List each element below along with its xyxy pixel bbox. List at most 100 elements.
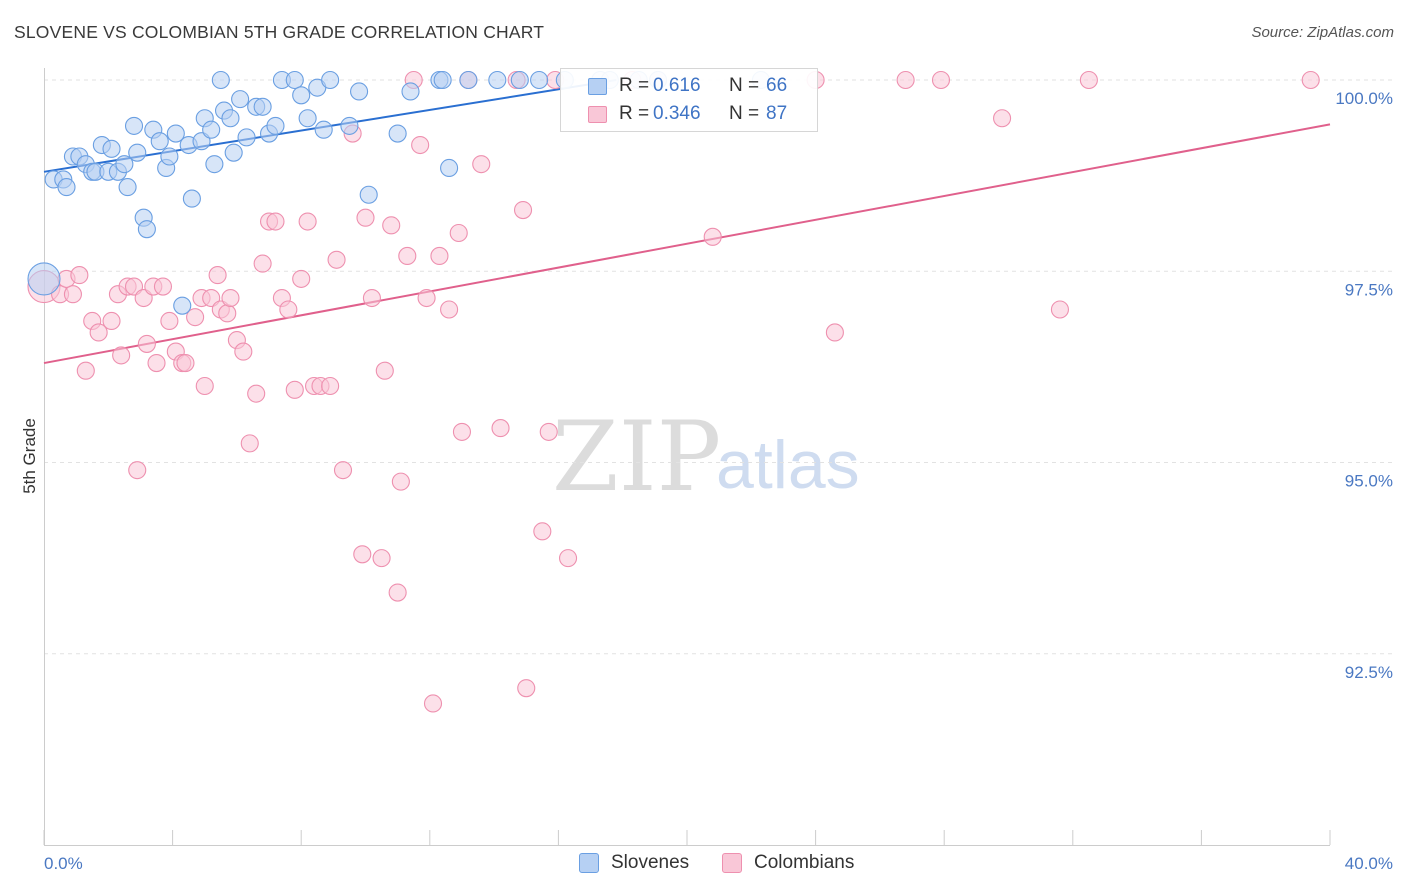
slovenes-point	[211, 70, 230, 90]
slovenes-point	[124, 116, 144, 135]
colombians-legend-swatch	[722, 853, 742, 873]
colombians-point	[240, 434, 259, 453]
colombians-point	[89, 323, 108, 342]
r-label: R =	[619, 103, 650, 124]
legend: Slovenes Colombians	[0, 850, 1406, 878]
watermark: ZIP atlas	[552, 401, 860, 513]
stats-row-colombians: R = 0.346 N = 87	[561, 101, 817, 129]
n-label: N =	[729, 103, 760, 124]
slovenes-swatch	[588, 78, 607, 95]
slovenes-point	[160, 147, 179, 166]
colombians-point	[1050, 300, 1069, 319]
colombians-point	[417, 288, 436, 308]
slovenes-point	[488, 70, 507, 90]
colombians-point	[472, 155, 491, 174]
y-tick-label: 97.5%	[1345, 280, 1393, 299]
n-value: 66	[766, 75, 788, 96]
legend-label-slovenes: Slovenes	[611, 852, 690, 873]
slovenes-point	[440, 158, 459, 178]
slovenes-point	[433, 70, 452, 90]
slovenes-point	[205, 155, 224, 174]
slovenes-point	[224, 143, 243, 162]
colombians-point	[292, 269, 311, 288]
slovenes-point	[137, 220, 156, 239]
y-tick-label: 95.0%	[1345, 472, 1393, 491]
colombians-point	[266, 212, 285, 231]
slovenes-point	[102, 139, 121, 158]
slovenes-point	[118, 178, 137, 197]
slovenes-point	[57, 178, 76, 197]
slovenes-point	[253, 97, 272, 116]
colombians-point	[411, 135, 430, 155]
colombians-points	[27, 70, 1320, 713]
r-value: 0.616	[653, 75, 701, 96]
colombians-point	[703, 227, 722, 246]
slovenes-point	[388, 124, 407, 143]
slovenes-point	[530, 70, 549, 90]
slovenes-point	[182, 189, 201, 208]
colombians-point	[931, 70, 951, 90]
colombians-point	[208, 266, 227, 285]
colombians-point	[388, 583, 407, 602]
slovenes-point	[115, 155, 134, 174]
slovenes-point	[350, 82, 369, 101]
slovenes-legend-swatch	[579, 853, 599, 873]
slovenes-point	[237, 128, 256, 147]
colombians-point	[102, 311, 121, 331]
slovenes-point	[359, 185, 378, 204]
colombians-point	[253, 254, 272, 273]
colombians-point	[391, 472, 410, 491]
slovenes-point	[266, 116, 285, 135]
colombians-point	[234, 342, 253, 361]
slovenes-point	[292, 86, 311, 105]
slovenes-point	[27, 262, 61, 296]
chart-title: SLOVENE VS COLOMBIAN 5TH GRADE CORRELATI…	[14, 22, 545, 42]
slovenes-point	[221, 109, 240, 128]
slovenes-point	[401, 82, 420, 101]
colombians-point	[353, 545, 372, 564]
colombians-point	[375, 361, 394, 380]
colombians-point	[160, 311, 179, 331]
colombians-point	[423, 694, 443, 713]
slovenes-point	[298, 109, 317, 128]
slovenes-point	[510, 70, 529, 90]
colombians-point	[112, 346, 131, 365]
slovenes-point	[128, 143, 147, 162]
colombians-point	[356, 208, 375, 227]
r-value: 0.346	[653, 103, 701, 124]
y-tick-label: 92.5%	[1345, 663, 1393, 682]
colombians-point	[279, 300, 298, 319]
colombians-point	[993, 109, 1012, 128]
colombians-point	[186, 308, 205, 327]
slovenes-point	[340, 116, 359, 135]
colombians-point	[449, 223, 468, 243]
colombians-point	[63, 285, 82, 304]
colombians-point	[153, 277, 173, 296]
colombians-point	[195, 376, 214, 396]
slovenes-point	[314, 120, 333, 139]
x-tick-label-min: 0.0%	[44, 854, 83, 873]
stats-row-slovenes: R = 0.616 N = 66	[561, 73, 817, 101]
colombians-point	[539, 422, 558, 441]
slovenes-point	[285, 70, 304, 90]
colombians-point	[533, 522, 552, 541]
colombians-point	[1301, 70, 1320, 90]
colombians-point	[298, 212, 317, 231]
slovenes-point	[231, 90, 250, 109]
colombians-point	[137, 334, 156, 353]
colombians-point	[176, 353, 195, 373]
colombians-point	[558, 549, 578, 568]
grid	[44, 79, 1392, 655]
colombians-point	[372, 549, 391, 568]
colombians-point	[218, 304, 237, 323]
colombians-point	[362, 288, 381, 308]
slovenes-point	[202, 120, 221, 139]
colombians-point	[128, 461, 147, 480]
r-label: R =	[619, 75, 650, 96]
colombians-point	[333, 461, 353, 480]
axes: 5th Grade 0.0% 40.0% 92.5% 95.0% 97.5% 100.…	[20, 68, 1393, 873]
colombians-trend-line	[43, 123, 1331, 365]
slovenes-points	[27, 70, 770, 315]
colombians-point	[76, 361, 95, 380]
